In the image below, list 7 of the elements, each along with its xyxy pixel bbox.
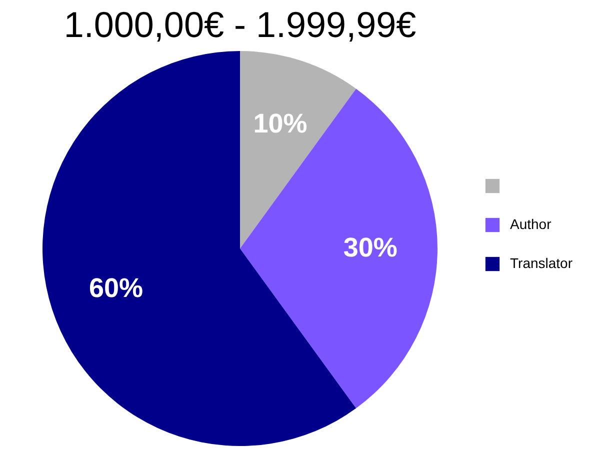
pie-slice: [240, 88, 438, 408]
data-label: 30%: [343, 232, 398, 262]
data-label: 10%: [253, 108, 308, 139]
legend-label: Author: [510, 216, 552, 232]
legend-label: Translator: [510, 255, 573, 271]
data-label: 60%: [89, 272, 144, 303]
chart-title: 1.000,00€ - 1.999,99€: [64, 4, 416, 45]
